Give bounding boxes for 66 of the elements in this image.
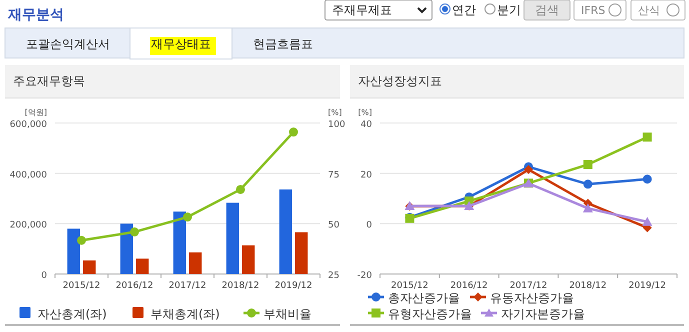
y-tick-label: 400,000: [10, 170, 48, 180]
x-tick-label: 2019/12: [628, 281, 666, 291]
x-tick-label: 2017/12: [168, 281, 206, 291]
y-tick-label: 20: [360, 170, 372, 180]
bar: [136, 258, 149, 274]
legend-label: 자산총계(좌): [38, 307, 107, 321]
bar: [83, 260, 96, 274]
text: 재무분석: [7, 7, 64, 23]
bar: [226, 202, 239, 274]
legend-label: 유동자산증가율: [490, 291, 574, 305]
y-axis-title: [%]: [358, 108, 372, 117]
legend-label: 자기자본증가율: [501, 307, 585, 321]
legend-label: 총자산증가율: [388, 291, 460, 305]
bar: [189, 252, 202, 274]
point: [642, 132, 652, 142]
point: [642, 174, 652, 184]
bar: [295, 232, 308, 274]
point: [583, 180, 592, 189]
y-tick-label: 0: [366, 220, 372, 231]
text: 분기: [497, 3, 521, 17]
text: 포괄손익계산서: [26, 37, 110, 51]
point: [130, 227, 139, 236]
point: [524, 165, 533, 174]
text: 검색: [535, 3, 559, 17]
x-tick-label: 2019/12: [274, 281, 312, 291]
x-tick-label: 2016/12: [450, 281, 488, 291]
y-tick-label: 40: [360, 120, 372, 130]
text: 주재무제표: [332, 3, 392, 17]
chart-title: 자산성장성지표: [358, 74, 442, 88]
legend-label: 부채비율: [264, 307, 312, 321]
y-tick-label: 0: [41, 271, 48, 281]
bar: [120, 224, 133, 274]
text: 산식: [638, 4, 660, 17]
x-tick-label: 2015/12: [62, 281, 100, 291]
legend-label: 유형자산증가율: [388, 307, 472, 321]
point: [642, 216, 652, 226]
text: 재무상태표: [151, 37, 211, 51]
y2-tick-label: 25: [328, 271, 340, 281]
x-tick-label: 2018/12: [569, 281, 607, 291]
x-tick-label: 2017/12: [510, 281, 548, 291]
chart-title: 주요재무항목: [13, 74, 85, 88]
y-tick-label: -20: [357, 271, 372, 281]
y-tick-label: 600,000: [10, 120, 48, 130]
bar: [279, 189, 292, 274]
y2-axis-title: [%]: [328, 108, 342, 117]
y-tick-label: 200,000: [10, 220, 48, 231]
point: [583, 160, 592, 170]
x-tick-label: 2016/12: [116, 281, 154, 291]
x-tick-label: 2018/12: [222, 281, 260, 291]
bar: [242, 245, 255, 274]
y-axis-title: [억원]: [24, 108, 47, 117]
point: [289, 128, 298, 137]
y2-tick-label: 75: [328, 170, 340, 180]
y2-tick-label: 50: [328, 220, 340, 231]
point: [582, 203, 593, 212]
text: 현금흐름표: [253, 37, 313, 51]
y2-tick-label: 100: [328, 120, 346, 130]
point: [77, 236, 86, 245]
bar: [173, 212, 186, 274]
point: [183, 212, 192, 222]
text: IFRS: [581, 4, 606, 17]
bar: [67, 228, 80, 274]
text: 연간: [452, 3, 476, 17]
point: [236, 184, 245, 194]
legend-label: 부채총계(좌): [150, 307, 220, 321]
x-tick-label: 2015/12: [391, 281, 428, 291]
